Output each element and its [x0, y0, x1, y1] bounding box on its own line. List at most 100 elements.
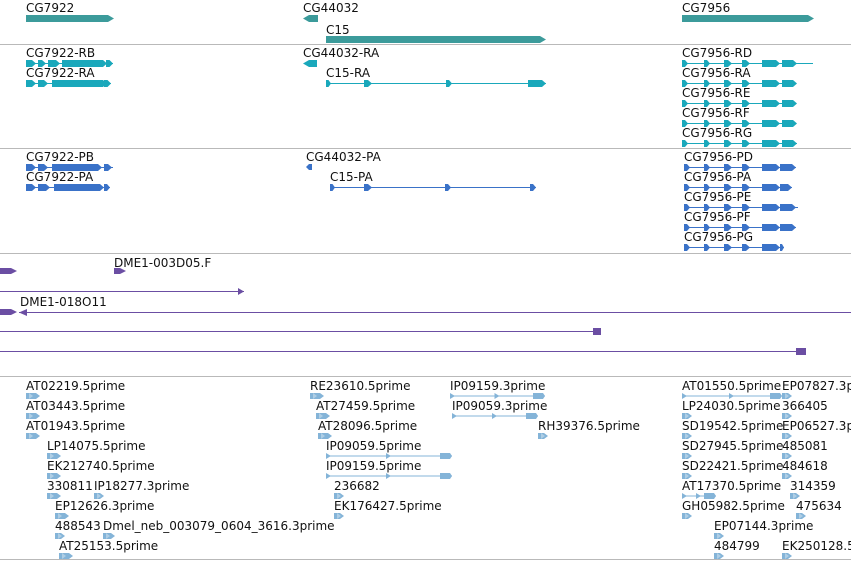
primer-feature[interactable]	[334, 513, 344, 519]
primer-feature[interactable]	[682, 493, 716, 499]
primer-feature[interactable]	[450, 393, 545, 399]
primer-feature[interactable]	[47, 493, 61, 499]
primer-feature[interactable]	[796, 513, 806, 519]
protein-feature[interactable]	[26, 184, 110, 191]
primer-label[interactable]: EK176427.5prime	[334, 499, 442, 513]
est-feature[interactable]	[114, 268, 126, 274]
primer-feature[interactable]	[26, 413, 40, 419]
primer-feature[interactable]	[682, 473, 692, 479]
est-feature[interactable]	[0, 309, 17, 315]
primer-label[interactable]: 330811	[47, 479, 93, 493]
protein-label[interactable]: CG7922-PA	[26, 170, 94, 184]
primer-label[interactable]: 488543	[55, 519, 101, 533]
transcript-label[interactable]: CG7956-RF	[682, 106, 750, 120]
primer-label[interactable]: SD27945.5prime	[682, 439, 784, 453]
transcript-label[interactable]: C15-RA	[326, 66, 371, 80]
primer-feature[interactable]	[682, 413, 692, 419]
protein-feature[interactable]	[684, 184, 792, 191]
transcript-label[interactable]: CG7956-RA	[682, 66, 751, 80]
primer-label[interactable]: SD19542.5prime	[682, 419, 784, 433]
primer-feature[interactable]	[714, 553, 724, 559]
gene-bar-cg7922[interactable]	[26, 15, 114, 22]
primer-feature[interactable]	[26, 433, 40, 439]
protein-feature[interactable]	[330, 184, 536, 191]
primer-feature[interactable]	[782, 433, 792, 439]
gene-label-c15[interactable]: C15	[326, 23, 350, 37]
primer-feature[interactable]	[782, 393, 792, 399]
transcript-feature[interactable]	[682, 80, 797, 87]
primer-label[interactable]: AT01943.5prime	[26, 419, 126, 433]
primer-label[interactable]: IP18277.3prime	[94, 479, 190, 493]
gene-label-cg7922[interactable]: CG7922	[26, 1, 75, 15]
primer-label[interactable]: EK250128.5	[782, 539, 851, 553]
primer-label[interactable]: 485081	[782, 439, 828, 453]
transcript-label[interactable]: CG7956-RE	[682, 86, 751, 100]
primer-label[interactable]: Dmel_neb_003079_0604_3616.3prime	[103, 519, 335, 533]
transcript-feature[interactable]	[682, 140, 797, 147]
transcript-feature[interactable]	[682, 100, 797, 107]
protein-label[interactable]: CG7956-PF	[684, 210, 751, 224]
transcript-label[interactable]: CG7956-RG	[682, 126, 753, 140]
est-feature[interactable]	[0, 348, 806, 355]
est-label[interactable]: DME1-018O11	[20, 295, 107, 309]
primer-feature[interactable]	[682, 513, 692, 519]
primer-feature[interactable]	[790, 493, 800, 499]
primer-label[interactable]: 314359	[790, 479, 836, 493]
primer-label[interactable]: 484618	[782, 459, 828, 473]
protein-feature[interactable]	[684, 244, 784, 251]
transcript-feature[interactable]	[682, 120, 797, 127]
primer-label[interactable]: GH05982.5prime	[682, 499, 785, 513]
primer-feature[interactable]	[103, 533, 115, 539]
protein-label[interactable]: CG7956-PD	[684, 150, 754, 164]
protein-label[interactable]: CG7956-PE	[684, 190, 752, 204]
primer-feature[interactable]	[59, 553, 73, 559]
primer-feature[interactable]	[682, 433, 692, 439]
primer-label[interactable]: IP09059.5prime	[326, 439, 422, 453]
primer-label[interactable]: AT17370.5prime	[682, 479, 782, 493]
primer-label[interactable]: SD22421.5prime	[682, 459, 784, 473]
primer-feature[interactable]	[452, 413, 538, 419]
primer-label[interactable]: RE23610.5prime	[310, 379, 411, 393]
protein-label[interactable]: CG7956-PA	[684, 170, 752, 184]
protein-label[interactable]: CG7956-PG	[684, 230, 754, 244]
transcript-feature[interactable]	[26, 80, 111, 87]
primer-feature[interactable]	[326, 453, 452, 459]
est-feature[interactable]	[0, 268, 17, 274]
primer-feature[interactable]	[714, 533, 724, 539]
primer-feature[interactable]	[316, 413, 330, 419]
protein-label[interactable]: C15-PA	[330, 170, 373, 184]
primer-label[interactable]: IP09059.3prime	[452, 399, 548, 413]
transcript-feature[interactable]	[682, 60, 813, 67]
primer-label[interactable]: LP14075.5prime	[47, 439, 146, 453]
primer-label[interactable]: AT01550.5prime	[682, 379, 782, 393]
primer-label[interactable]: LP24030.5prime	[682, 399, 781, 413]
primer-label[interactable]: AT27459.5prime	[316, 399, 416, 413]
primer-feature[interactable]	[47, 453, 61, 459]
primer-feature[interactable]	[26, 393, 40, 399]
protein-feature[interactable]	[684, 164, 796, 171]
primer-label[interactable]: IP09159.3prime	[450, 379, 546, 393]
primer-feature[interactable]	[538, 433, 548, 439]
primer-label[interactable]: 484799	[714, 539, 760, 553]
transcript-label[interactable]: CG44032-RA	[303, 46, 380, 60]
gene-label-cg7956[interactable]: CG7956	[682, 1, 731, 15]
transcript-label[interactable]: CG7922-RB	[26, 46, 96, 60]
primer-label[interactable]: EP06527.3p	[782, 419, 851, 433]
transcript-label[interactable]: CG7922-RA	[26, 66, 95, 80]
primer-feature[interactable]	[55, 513, 69, 519]
primer-label[interactable]: AT25153.5prime	[59, 539, 159, 553]
protein-feature[interactable]	[684, 204, 798, 211]
primer-feature[interactable]	[334, 493, 344, 499]
gene-bar-cg7956[interactable]	[682, 15, 814, 22]
est-feature[interactable]	[0, 328, 601, 335]
primer-label[interactable]: RH39376.5prime	[538, 419, 640, 433]
gene-bar-c15[interactable]	[326, 36, 546, 43]
protein-feature[interactable]	[26, 164, 113, 171]
primer-label[interactable]: AT28096.5prime	[318, 419, 418, 433]
primer-label[interactable]: EP07827.3p	[782, 379, 851, 393]
gene-label-cg44032[interactable]: CG44032	[303, 1, 359, 15]
primer-feature[interactable]	[682, 393, 782, 399]
primer-feature[interactable]	[326, 473, 452, 479]
primer-feature[interactable]	[782, 473, 792, 479]
transcript-label[interactable]: CG7956-RD	[682, 46, 753, 60]
